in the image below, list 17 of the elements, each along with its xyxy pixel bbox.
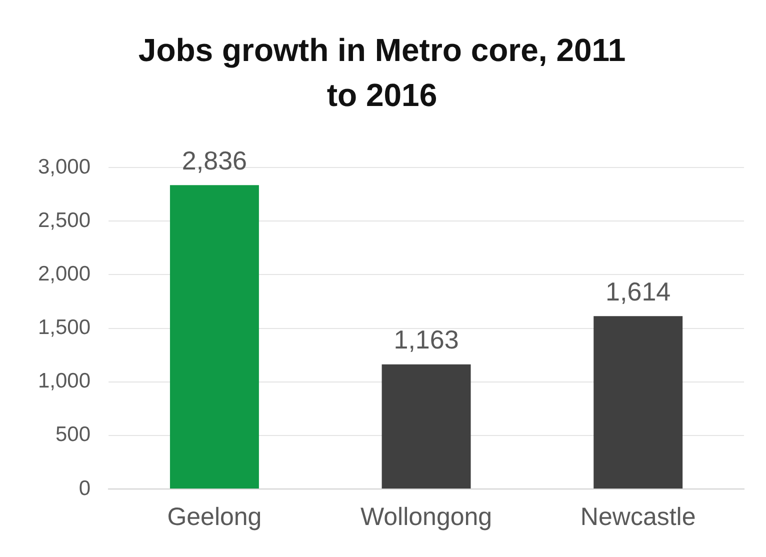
bar (382, 364, 471, 488)
x-tick-label: Geelong (167, 502, 262, 531)
data-label: 1,163 (394, 324, 459, 355)
y-tick-label: 2,500 (38, 208, 91, 232)
data-label: 2,836 (182, 145, 247, 176)
y-tick-label: 2,000 (38, 262, 91, 286)
chart-title: Jobs growth in Metro core, 2011 to 2016 (138, 32, 626, 114)
y-tick-label: 3,000 (38, 155, 91, 178)
bar (170, 185, 259, 488)
y-tick-label: 0 (78, 476, 91, 500)
x-tick-label: Wollongong (360, 502, 492, 531)
x-tick-label: Newcastle (580, 502, 696, 531)
y-tick-label: 1,500 (38, 316, 91, 340)
bar (594, 316, 683, 488)
data-label: 1,614 (606, 276, 671, 306)
y-tick-label: 500 (56, 423, 91, 446)
y-tick-label: 1,000 (38, 370, 91, 393)
